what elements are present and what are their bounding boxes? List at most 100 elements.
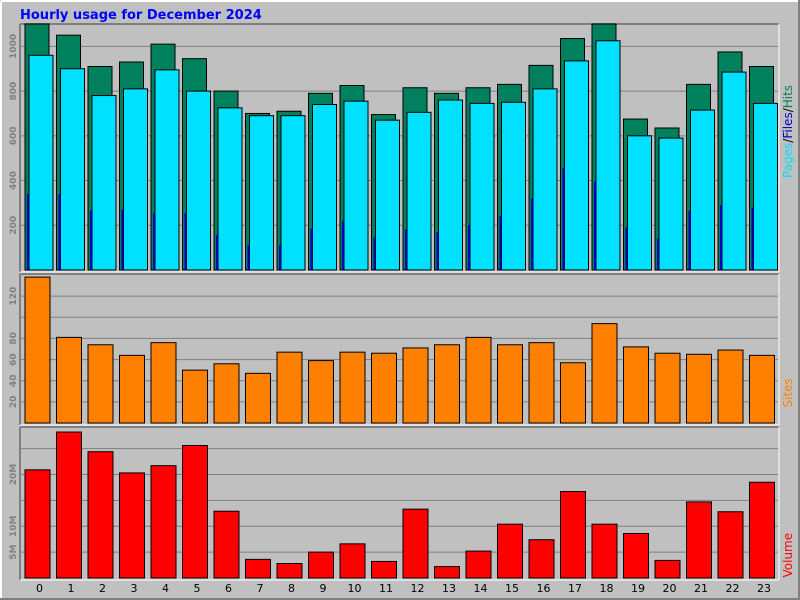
bar-volume xyxy=(654,559,681,579)
bar-files xyxy=(249,115,274,271)
bar-pages xyxy=(657,238,659,270)
bar-pages xyxy=(625,227,628,270)
x-tick-label: 2 xyxy=(99,582,106,595)
bar-sites xyxy=(402,347,429,424)
bar-volume xyxy=(308,551,334,579)
bar-volume xyxy=(339,543,366,579)
x-tick-label: 9 xyxy=(320,582,327,595)
bar-files xyxy=(123,88,148,271)
gridlines xyxy=(21,295,778,403)
x-tick-label: 18 xyxy=(600,582,614,595)
bar-files xyxy=(658,137,684,271)
y-tick-label: 800 xyxy=(9,82,19,101)
bar-files xyxy=(343,100,369,271)
bar-pages xyxy=(184,212,187,270)
bar-pages xyxy=(751,207,754,270)
y-tick-label: 60 xyxy=(9,353,19,366)
bar-sites xyxy=(497,344,523,424)
y-tick-label: 5M xyxy=(9,544,19,559)
x-tick-label: 11 xyxy=(379,582,393,595)
bar-sites xyxy=(528,342,555,424)
bar-files xyxy=(91,95,117,271)
y-tick-label: 80 xyxy=(9,332,19,345)
bar-files xyxy=(627,135,652,271)
bar-sites xyxy=(371,352,397,424)
y-tick-label: 200 xyxy=(9,216,19,235)
bar-sites xyxy=(749,354,775,424)
bar-pages xyxy=(720,205,722,270)
bar-files xyxy=(469,102,495,271)
x-tick-label: 5 xyxy=(194,582,201,595)
panel-label-part: Volume xyxy=(781,533,795,578)
bar-volume xyxy=(623,532,649,579)
x-tick-label: 15 xyxy=(505,582,519,595)
chart-panels: 2004006008001000Pages/Files/Hits20406080… xyxy=(9,23,795,581)
bar-sites xyxy=(213,363,240,424)
bar-sites xyxy=(245,372,271,424)
bar-files xyxy=(280,115,306,271)
x-tick-label: 10 xyxy=(348,582,362,595)
bar-sites xyxy=(560,362,586,424)
bar-sites xyxy=(339,351,366,424)
y-tick-label: 120 xyxy=(9,287,19,306)
bar-sites xyxy=(465,336,492,424)
bar-pages xyxy=(436,231,439,270)
panel-volume: 5M 10M 20M Volume xyxy=(9,426,795,581)
bar-files xyxy=(690,109,715,271)
bar-volume xyxy=(749,481,775,579)
panel-area xyxy=(20,427,779,580)
panel-label-part: / xyxy=(781,138,795,143)
bar-volume xyxy=(213,510,240,579)
bar-sites xyxy=(308,360,334,424)
bar-pages xyxy=(562,168,565,270)
bar-files xyxy=(564,60,589,271)
bar-sites xyxy=(623,346,649,424)
x-tick-label: 6 xyxy=(225,582,232,595)
bar-files xyxy=(721,71,747,271)
x-tick-label: 1 xyxy=(68,582,75,595)
bars xyxy=(24,276,775,424)
panel-sites: 20 40 60 80 120 Sites xyxy=(9,273,795,426)
chart-title: Hourly usage for December 2024 xyxy=(20,8,262,23)
bar-pages xyxy=(342,220,344,270)
bar-sites xyxy=(24,276,51,424)
x-tick-label: 7 xyxy=(257,582,264,595)
bar-files xyxy=(501,101,526,271)
bar-volume xyxy=(119,472,145,579)
bar-volume xyxy=(245,558,271,579)
y-tick-label: 400 xyxy=(9,171,19,190)
bar-sites xyxy=(56,336,82,424)
bar-pages xyxy=(499,216,502,270)
x-tick-label: 13 xyxy=(442,582,456,595)
bar-files xyxy=(28,54,54,271)
bar-volume xyxy=(560,491,586,579)
bar-pages xyxy=(153,212,155,270)
bar-pages xyxy=(688,210,691,270)
bar-pages xyxy=(310,228,313,270)
x-tick-label: 17 xyxy=(568,582,582,595)
bar-pages xyxy=(373,237,376,270)
bar-pages xyxy=(121,209,124,270)
bar-sites xyxy=(434,344,460,424)
x-axis-hour-labels: 0 1 2 3 4 5 6 7 8 9 10 11 12 13 14 15 16 17 18 19 20 21 22 23 xyxy=(36,582,771,595)
bar-files xyxy=(753,102,778,271)
panel-area xyxy=(20,274,779,425)
bar-sites xyxy=(119,354,145,424)
bar-volume xyxy=(87,451,114,579)
bar-files xyxy=(312,104,337,271)
x-tick-label: 12 xyxy=(411,582,425,595)
panel-label-sites: Sites xyxy=(781,378,795,407)
y-tick-label: 40 xyxy=(9,374,19,387)
bar-volume xyxy=(465,550,492,579)
x-tick-label: 20 xyxy=(663,582,677,595)
x-tick-label: 0 xyxy=(36,582,43,595)
x-tick-label: 19 xyxy=(631,582,645,595)
y-tick-label: 600 xyxy=(9,126,19,145)
bar-volume xyxy=(528,539,555,579)
bar-pages xyxy=(216,235,218,270)
bar-pages xyxy=(468,225,470,270)
bar-pages xyxy=(58,193,61,270)
panel-label-part: Pages xyxy=(781,143,795,178)
bar-files xyxy=(438,99,463,271)
